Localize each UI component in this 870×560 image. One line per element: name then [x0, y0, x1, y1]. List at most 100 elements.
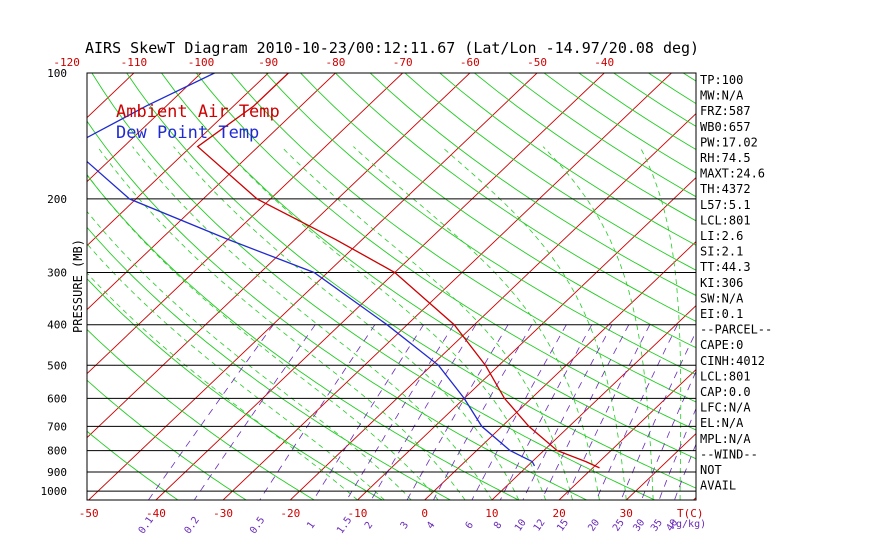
stats-line: MAXT:24.6 [700, 167, 765, 181]
dry-adiabat-line [87, 226, 451, 500]
top-temperature-tick-label: -60 [460, 56, 480, 69]
mixing-ratio-line [595, 324, 678, 500]
mixing-ratio-tick-label: 0.5 [248, 515, 267, 536]
stats-line: PW:17.02 [700, 135, 758, 149]
top-temperature-tick-label: -70 [393, 56, 413, 69]
dry-adiabat-line [404, 73, 696, 271]
bottom-temperature-tick-label: 30 [620, 507, 633, 520]
dry-adiabat-line [439, 73, 696, 246]
mixing-ratio-line [522, 324, 613, 500]
dry-adiabat-line [300, 73, 696, 349]
stats-line: KI:306 [700, 276, 743, 290]
dry-adiabat-line [788, 73, 870, 500]
dry-adiabat-line [369, 73, 696, 297]
pressure-ticks: 100 200 300 400 500 600 700 800 900 1000 [41, 67, 68, 498]
mixing-ratio-line [620, 330, 696, 500]
stats-line: --PARCEL-- [700, 323, 772, 337]
pressure-tick-label: 700 [47, 420, 67, 433]
moist-adiabat-line [281, 146, 573, 500]
stats-line: WB0:657 [700, 120, 751, 134]
isotherm-line [88, 73, 538, 500]
ambient-air-temp-line [196, 73, 600, 469]
temperature-unit-label: T(C) [677, 507, 704, 520]
pressure-tick-label: 600 [47, 392, 67, 405]
stats-line: LCL:801 [700, 213, 751, 227]
dry-adiabat-line [91, 73, 656, 500]
dry-adiabat-line [230, 73, 696, 403]
stats-line: RH:74.5 [700, 151, 751, 165]
y-axis-label: PRESSURE (MB) [71, 239, 85, 333]
isobar-lines [87, 198, 696, 492]
pressure-tick-label: 400 [47, 319, 67, 332]
stats-line: EL:N/A [700, 416, 744, 430]
stats-line: MW:N/A [700, 89, 744, 103]
top-temperature-tick-label: -80 [326, 56, 346, 69]
dry-adiabat-line [87, 430, 179, 500]
moist-adiabat-line [441, 146, 627, 500]
stats-line: FRZ:587 [700, 104, 751, 118]
dry-adiabat-line [509, 73, 696, 198]
pressure-tick-label: 200 [47, 193, 67, 206]
profile-series [87, 73, 600, 469]
top-temperature-tick-label: -110 [121, 56, 148, 69]
dry-adiabat-line [161, 73, 696, 460]
moist-adiabat-line [87, 210, 412, 500]
mixing-ratio-tick-label: 12 [532, 517, 548, 533]
legend-ambient-air-temp: Ambient Air Temp [116, 102, 280, 122]
isotherm-line [87, 73, 202, 183]
dry-adiabat-line [87, 328, 315, 500]
mixing-ratio-line [370, 324, 477, 500]
top-temperature-tick-label: -40 [594, 56, 614, 69]
stats-line: L57:5.1 [700, 198, 751, 212]
mixing-ratio-unit-label: (g/kg) [670, 519, 706, 530]
bottom-temperature-tick-label: 20 [552, 507, 565, 520]
pressure-tick-label: 500 [47, 359, 67, 372]
stats-line: LCL:801 [700, 369, 751, 383]
mixing-ratio-tick-label: 2 [363, 520, 375, 531]
moist-adiabat-line [639, 146, 682, 500]
mixing-ratio-line [259, 324, 376, 500]
isotherm-line [761, 73, 870, 500]
isotherm-line [0, 73, 67, 500]
bottom-temperature-ticks: -50 -40 -30 -20 -10 0 10 20 30 [79, 507, 633, 520]
mixing-ratio-tick-label: 35 [649, 517, 665, 533]
bottom-temperature-tick-label: -40 [146, 507, 166, 520]
mixing-ratio-line [193, 324, 316, 500]
top-temperature-tick-label: -90 [258, 56, 278, 69]
mixing-ratio-line [641, 370, 696, 500]
moist-adiabat-line [542, 146, 654, 500]
pressure-tick-label: 300 [47, 267, 67, 280]
top-temperature-ticks: -120 -110 -100 -90 -80 -70 -60 -50 -40 [53, 56, 614, 69]
dry-adiabat-line [753, 73, 870, 500]
stats-line: NOT [700, 463, 722, 477]
plot-frame [86, 72, 697, 501]
bottom-temperature-tick-label: -20 [280, 507, 300, 520]
moist-adiabat-line [132, 146, 493, 500]
stats-line: CINH:4012 [700, 354, 765, 368]
mixing-ratio-tick-label: 10 [513, 517, 529, 533]
moist-adiabat-line [87, 173, 439, 500]
stats-line: TH:4372 [700, 182, 751, 196]
dew-point-temp-line [87, 73, 536, 467]
mixing-ratio-line [313, 324, 424, 500]
top-temperature-tick-label: -50 [527, 56, 547, 69]
mixing-ratio-tick-label: 0.2 [183, 515, 202, 536]
dry-adiabat-line [87, 120, 587, 500]
stats-line: LI:2.6 [700, 229, 743, 243]
pressure-tick-label: 800 [47, 445, 67, 458]
mixing-ratio-line [499, 324, 593, 500]
mixing-ratio-tick-label: 8 [492, 520, 504, 531]
dry-adiabat-line [195, 73, 696, 431]
dry-adiabat-line [335, 73, 696, 322]
stats-line: TT:44.3 [700, 260, 751, 274]
isotherm-line [87, 73, 135, 119]
bottom-temperature-tick-label: 10 [485, 507, 498, 520]
isotherm-line [289, 112, 696, 500]
mixing-ratio-line [658, 407, 696, 500]
pressure-tick-label: 1000 [41, 485, 68, 498]
isotherm-line [87, 73, 403, 375]
mixing-ratio-tick-label: 1 [305, 520, 317, 531]
dry-adiabat-line [265, 73, 696, 376]
